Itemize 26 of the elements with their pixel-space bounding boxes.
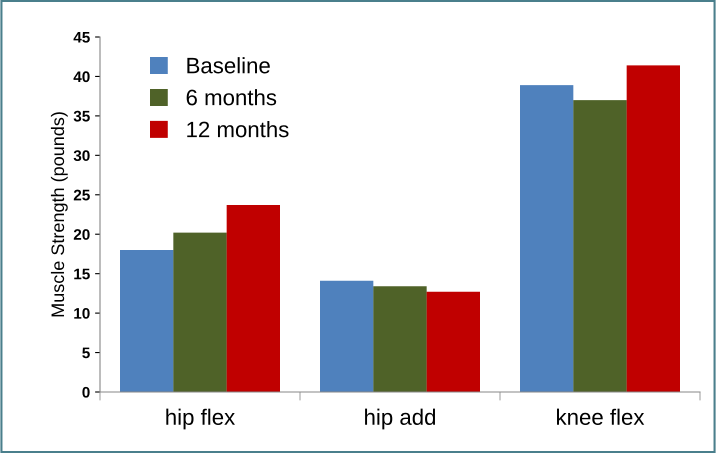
x-tick-label: hip add: [365, 408, 436, 430]
y-tick-label: 30: [74, 150, 90, 162]
bar: [226, 205, 280, 392]
y-tick-label: 45: [74, 32, 90, 43]
y-tick-label: 20: [74, 229, 90, 240]
bar: [520, 85, 574, 392]
y-tick-label: 10: [74, 308, 90, 319]
bar: [373, 286, 427, 392]
y-tick-label: 40: [74, 71, 90, 82]
bar: [573, 100, 627, 392]
y-tick-label: 35: [74, 110, 90, 122]
y-tick-label: 5: [82, 348, 90, 358]
legend-label: Baseline: [187, 57, 270, 74]
bar: [426, 292, 480, 392]
legend-label: 12 months: [187, 121, 289, 138]
x-tick-label: hip flex: [166, 408, 235, 430]
bar: [120, 250, 174, 392]
bar: [173, 232, 227, 392]
x-tick-label: knee flex: [557, 408, 644, 425]
bar: [626, 65, 680, 392]
y-tick-label: 0: [82, 386, 90, 398]
legend-label: 6 months: [186, 89, 276, 106]
y-axis-title: Muscle Strength (pounds): [50, 112, 68, 316]
y-tick-label: 25: [74, 190, 90, 200]
bar: [320, 280, 374, 392]
y-tick-label: 15: [74, 268, 90, 280]
